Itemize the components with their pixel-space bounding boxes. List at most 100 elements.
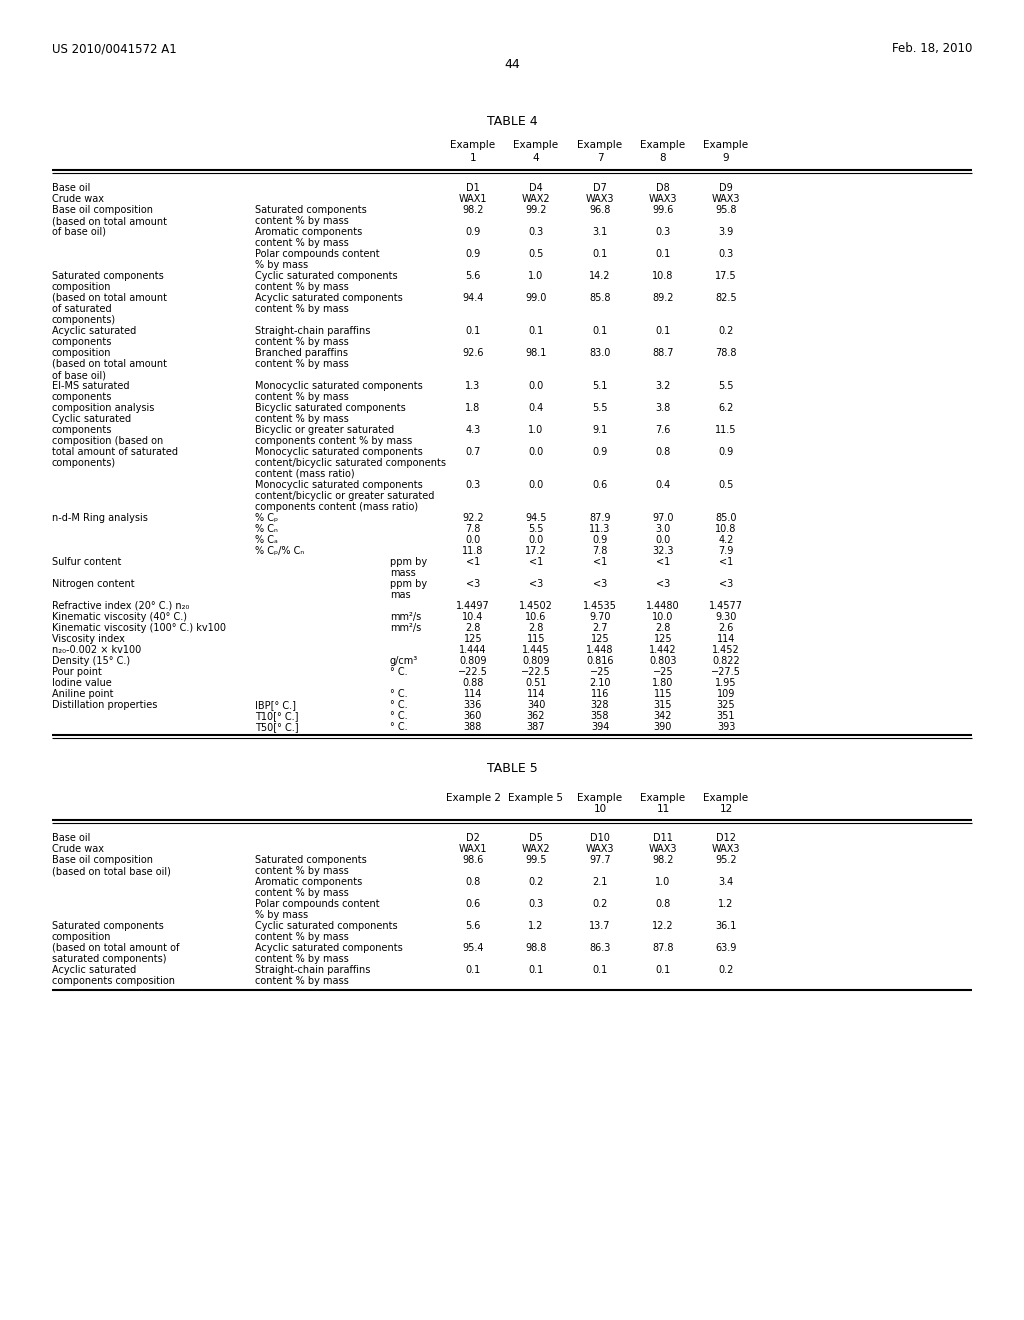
Text: 1.0: 1.0 (655, 876, 671, 887)
Text: 10.6: 10.6 (525, 612, 547, 622)
Text: saturated components): saturated components) (52, 954, 167, 964)
Text: Crude wax: Crude wax (52, 194, 104, 205)
Text: 88.7: 88.7 (652, 348, 674, 358)
Text: 0.1: 0.1 (465, 326, 480, 337)
Text: mm²/s: mm²/s (390, 623, 421, 634)
Text: 14.2: 14.2 (589, 271, 610, 281)
Text: 99.6: 99.6 (652, 205, 674, 215)
Text: Example: Example (703, 793, 749, 803)
Text: −27.5: −27.5 (711, 667, 741, 677)
Text: 0.3: 0.3 (528, 899, 544, 909)
Text: 11.5: 11.5 (715, 425, 736, 436)
Text: Example 5: Example 5 (509, 793, 563, 803)
Text: 0.6: 0.6 (465, 899, 480, 909)
Text: 7.8: 7.8 (465, 524, 480, 535)
Text: Example: Example (578, 140, 623, 150)
Text: WAX2: WAX2 (521, 843, 550, 854)
Text: content/bicyclic or greater saturated: content/bicyclic or greater saturated (255, 491, 434, 502)
Text: % by mass: % by mass (255, 260, 308, 271)
Text: (based on total amount: (based on total amount (52, 216, 167, 226)
Text: 99.0: 99.0 (525, 293, 547, 304)
Text: of saturated: of saturated (52, 304, 112, 314)
Text: ° C.: ° C. (390, 667, 408, 677)
Text: 0.803: 0.803 (649, 656, 677, 667)
Text: content % by mass: content % by mass (255, 282, 349, 292)
Text: 10.8: 10.8 (716, 524, 736, 535)
Text: 0.0: 0.0 (655, 535, 671, 545)
Text: 98.6: 98.6 (462, 855, 483, 865)
Text: components: components (52, 425, 113, 436)
Text: Saturated components: Saturated components (52, 921, 164, 931)
Text: <1: <1 (593, 557, 607, 568)
Text: 0.0: 0.0 (528, 447, 544, 457)
Text: Acyclic saturated components: Acyclic saturated components (255, 293, 402, 304)
Text: 3.2: 3.2 (655, 381, 671, 391)
Text: 97.7: 97.7 (589, 855, 610, 865)
Text: 92.6: 92.6 (462, 348, 483, 358)
Text: WAX3: WAX3 (586, 194, 614, 205)
Text: 2.10: 2.10 (589, 678, 610, 688)
Text: 0.2: 0.2 (528, 876, 544, 887)
Text: 5.5: 5.5 (718, 381, 734, 391)
Text: 0.822: 0.822 (712, 656, 740, 667)
Text: 97.0: 97.0 (652, 513, 674, 523)
Text: Aromatic components: Aromatic components (255, 227, 362, 238)
Text: 0.6: 0.6 (592, 480, 607, 490)
Text: 11.8: 11.8 (462, 546, 483, 556)
Text: <3: <3 (593, 579, 607, 589)
Text: 8: 8 (659, 153, 667, 162)
Text: 63.9: 63.9 (716, 942, 736, 953)
Text: Monocyclic saturated components: Monocyclic saturated components (255, 381, 423, 391)
Text: 0.51: 0.51 (525, 678, 547, 688)
Text: 0.9: 0.9 (719, 447, 733, 457)
Text: 328: 328 (591, 700, 609, 710)
Text: 358: 358 (591, 711, 609, 721)
Text: components: components (52, 392, 113, 403)
Text: % by mass: % by mass (255, 909, 308, 920)
Text: 0.2: 0.2 (718, 965, 733, 975)
Text: 0.8: 0.8 (655, 899, 671, 909)
Text: 114: 114 (717, 634, 735, 644)
Text: content % by mass: content % by mass (255, 932, 349, 942)
Text: T50[° C.]: T50[° C.] (255, 722, 299, 733)
Text: composition: composition (52, 932, 112, 942)
Text: 10.8: 10.8 (652, 271, 674, 281)
Text: 5.6: 5.6 (465, 271, 480, 281)
Text: 2.8: 2.8 (465, 623, 480, 634)
Text: components composition: components composition (52, 975, 175, 986)
Text: 12: 12 (720, 804, 732, 814)
Text: of base oil): of base oil) (52, 227, 106, 238)
Text: 0.1: 0.1 (528, 965, 544, 975)
Text: 2.7: 2.7 (592, 623, 608, 634)
Text: 1.4577: 1.4577 (709, 601, 743, 611)
Text: US 2010/0041572 A1: US 2010/0041572 A1 (52, 42, 177, 55)
Text: 4: 4 (532, 153, 540, 162)
Text: 89.2: 89.2 (652, 293, 674, 304)
Text: 2.6: 2.6 (718, 623, 733, 634)
Text: 1.2: 1.2 (718, 899, 733, 909)
Text: 0.88: 0.88 (462, 678, 483, 688)
Text: −22.5: −22.5 (458, 667, 488, 677)
Text: content % by mass: content % by mass (255, 216, 349, 226)
Text: 125: 125 (464, 634, 482, 644)
Text: 2.8: 2.8 (528, 623, 544, 634)
Text: 0.0: 0.0 (528, 480, 544, 490)
Text: 3.9: 3.9 (719, 227, 733, 238)
Text: D9: D9 (719, 183, 733, 193)
Text: 0.1: 0.1 (528, 326, 544, 337)
Text: Kinematic viscosity (100° C.) kv100: Kinematic viscosity (100° C.) kv100 (52, 623, 226, 634)
Text: D8: D8 (656, 183, 670, 193)
Text: 1: 1 (470, 153, 476, 162)
Text: 0.9: 0.9 (465, 249, 480, 259)
Text: Cyclic saturated: Cyclic saturated (52, 414, 131, 424)
Text: Example: Example (513, 140, 558, 150)
Text: 114: 114 (464, 689, 482, 700)
Text: Aromatic components: Aromatic components (255, 876, 362, 887)
Text: 1.0: 1.0 (528, 425, 544, 436)
Text: mas: mas (390, 590, 411, 601)
Text: 10: 10 (594, 804, 606, 814)
Text: 342: 342 (653, 711, 672, 721)
Text: components): components) (52, 458, 116, 469)
Text: components content % by mass: components content % by mass (255, 436, 413, 446)
Text: Kinematic viscosity (40° C.): Kinematic viscosity (40° C.) (52, 612, 187, 622)
